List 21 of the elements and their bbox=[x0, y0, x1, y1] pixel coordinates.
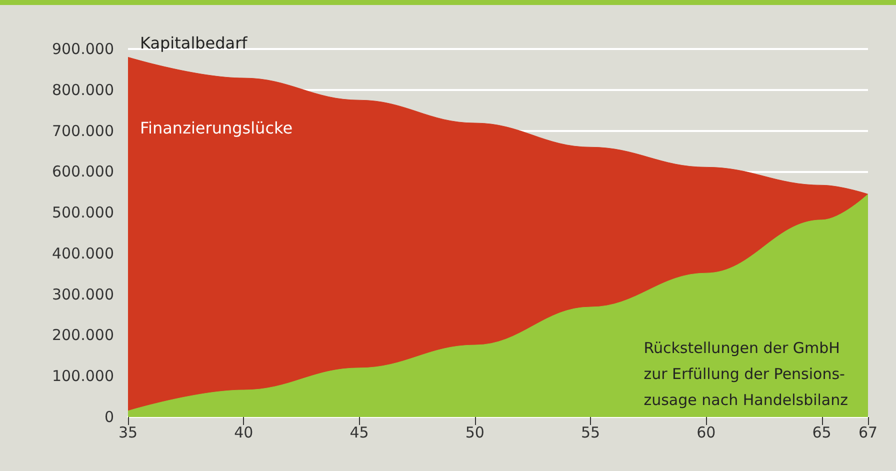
y-tick-label: 500.000 bbox=[52, 204, 114, 222]
y-tick-label: 900.000 bbox=[52, 40, 114, 58]
y-tick-label: 600.000 bbox=[52, 162, 114, 181]
x-tick-label: 67 bbox=[858, 424, 878, 442]
y-tick-label: 400.000 bbox=[52, 244, 114, 262]
y-tick-label: 300.000 bbox=[52, 285, 114, 304]
y-tick-label: 100.000 bbox=[52, 367, 114, 386]
x-tick-label: 35 bbox=[118, 424, 138, 442]
x-tick-label: 45 bbox=[350, 424, 369, 442]
annotation: Kapitalbedarf bbox=[140, 34, 248, 52]
x-tick-label: 65 bbox=[812, 424, 832, 442]
y-tick-label: 700.000 bbox=[52, 122, 114, 140]
series-label: Finanzierungslücke bbox=[140, 118, 293, 138]
x-tick-label: 50 bbox=[465, 424, 484, 442]
x-tick-label: 60 bbox=[696, 424, 716, 442]
y-tick-label: 0 bbox=[104, 408, 114, 426]
x-tick-label: 55 bbox=[580, 424, 600, 442]
series-label: Rückstellungen der GmbH zur Erfüllung der Pensions- zusage nach Handelsbilanz bbox=[644, 339, 848, 409]
y-tick-label: 200.000 bbox=[52, 326, 114, 344]
x-tick-label: 40 bbox=[234, 424, 254, 442]
y-tick-label: 800.000 bbox=[52, 80, 114, 99]
